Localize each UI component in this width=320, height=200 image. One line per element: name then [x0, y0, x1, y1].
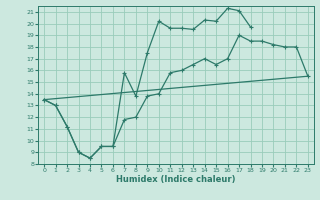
X-axis label: Humidex (Indice chaleur): Humidex (Indice chaleur): [116, 175, 236, 184]
